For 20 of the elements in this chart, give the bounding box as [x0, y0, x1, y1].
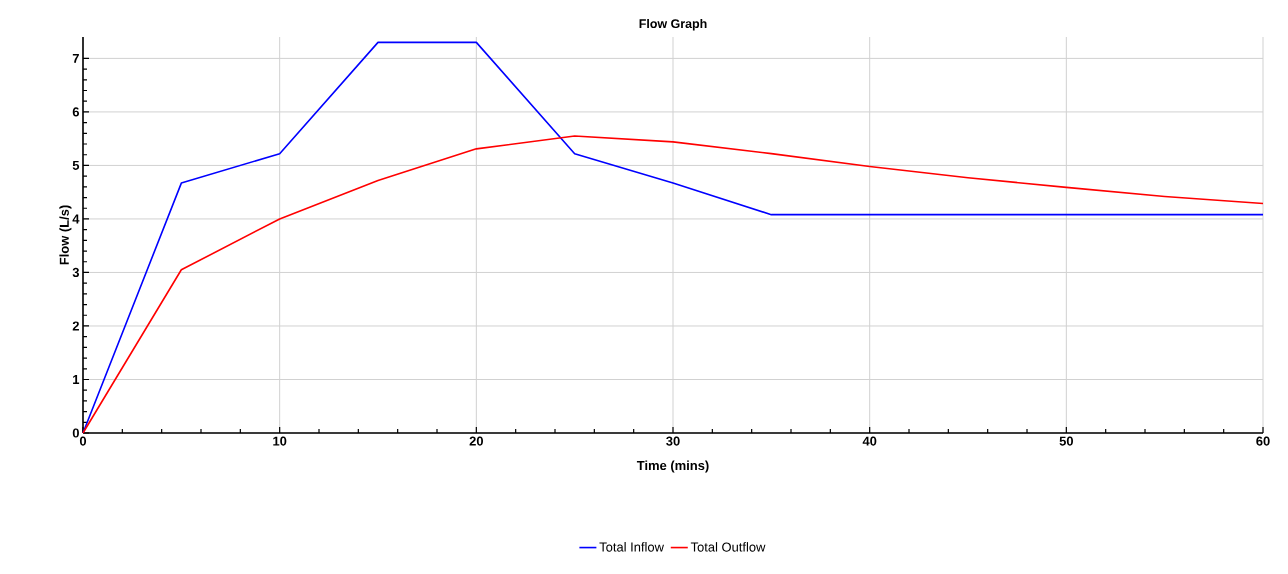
y-tick-label: 0 — [72, 428, 79, 438]
legend-label: Total Inflow — [599, 542, 664, 552]
y-tick-label: 7 — [72, 53, 79, 63]
x-tick-label: 20 — [469, 436, 484, 446]
y-tick-label: 3 — [72, 267, 80, 278]
x-tick-label: 10 — [273, 436, 287, 446]
x-axis-title: Time (mins) — [636, 460, 709, 473]
legend-label: Total Outflow — [690, 542, 766, 552]
x-tick-label: 60 — [1256, 436, 1270, 446]
x-tick-label: 30 — [666, 436, 680, 446]
y-axis-title: Flow (L/s) — [59, 205, 72, 265]
y-tick-label: 1 — [73, 375, 80, 384]
x-tick-label: 40 — [862, 436, 877, 446]
x-tick-label: 50 — [1059, 436, 1074, 446]
y-tick-label: 6 — [72, 107, 80, 117]
y-tick-label: 2 — [72, 321, 79, 331]
y-tick-label: 5 — [72, 160, 80, 170]
x-tick-label: 0 — [79, 436, 87, 446]
y-tick-label: 4 — [72, 214, 80, 224]
chart-title: Flow Graph — [639, 18, 707, 31]
